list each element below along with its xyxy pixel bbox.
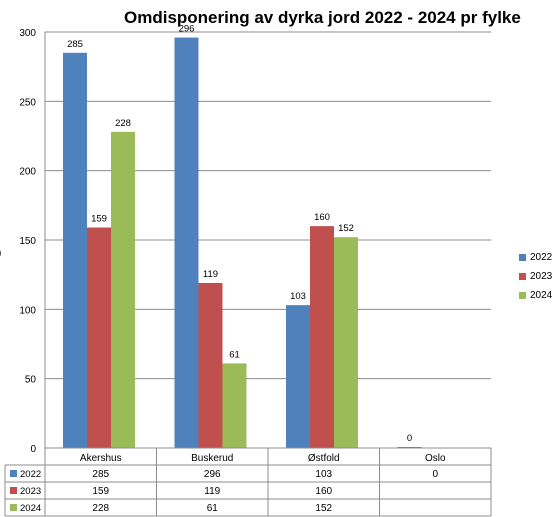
legend-swatch: [519, 273, 526, 280]
table-series-name: 2024: [20, 503, 41, 514]
category-label: Oslo: [425, 453, 446, 464]
y-tick-label: 50: [25, 375, 37, 386]
bar: [198, 282, 223, 448]
table-legend-swatch: [10, 504, 17, 511]
table-series-name: 2023: [20, 486, 41, 497]
table-cell: 296: [204, 469, 221, 480]
data-table: Akershus Buskerud Østfold Oslo 2022 285 296 103…: [4, 447, 492, 517]
y-tick-label: 100: [19, 305, 36, 316]
table-series-name: 2022: [20, 469, 41, 480]
bar: [63, 52, 87, 449]
table-legend-swatch: [10, 487, 17, 494]
data-label: 159: [91, 214, 107, 225]
data-label: 228: [115, 118, 131, 129]
table-cell: 160: [315, 486, 332, 497]
table-cell: 103: [315, 469, 332, 480]
y-tick-label: 150: [19, 236, 36, 247]
bar: [87, 227, 111, 448]
chart-title: Omdisponering av dyrka jord 2022 - 2024 …: [124, 8, 521, 27]
legend-swatch: [519, 292, 526, 299]
data-label: 61: [229, 349, 240, 360]
legend: 2022 2023 2024: [519, 248, 552, 305]
data-label: 160: [314, 212, 330, 223]
data-label: 103: [290, 291, 306, 302]
data-label: 296: [179, 24, 195, 35]
data-labels: 285 296 103 0 159 119 160 228 61 152: [67, 24, 412, 444]
table-cell: 159: [92, 486, 109, 497]
table-cell: 152: [315, 503, 332, 514]
bar: [174, 37, 199, 449]
y-tick-label: 250: [19, 97, 36, 108]
bar: [111, 131, 135, 448]
y-tick-label: 0: [30, 444, 36, 455]
bar: [334, 237, 358, 448]
data-label: 0: [407, 433, 412, 444]
table-cell: 228: [92, 503, 109, 514]
bar: [310, 226, 334, 448]
legend-swatch: [519, 254, 526, 261]
legend-label: 2022: [530, 252, 553, 263]
legend-item: 2023: [519, 267, 552, 286]
legend-label: 2023: [530, 271, 553, 282]
category-label: Østfold: [308, 453, 340, 464]
table-cell: 61: [207, 503, 219, 514]
data-label: 119: [203, 269, 218, 280]
table-cell: 0: [432, 469, 438, 480]
clipped-axis-title-mark: ): [0, 248, 1, 259]
data-label: 285: [67, 39, 83, 50]
table-cell: 119: [204, 486, 220, 497]
legend-label: 2024: [530, 290, 553, 301]
table-cell: 285: [92, 469, 109, 480]
bar: [222, 363, 247, 448]
legend-item: 2024: [519, 286, 552, 305]
y-tick-label: 200: [19, 167, 36, 178]
category-label: Buskerud: [191, 453, 233, 464]
y-axis: 0 50 100 150 200 250 300: [19, 28, 46, 455]
bars: [63, 37, 422, 449]
bar: [286, 305, 310, 448]
category-label: Akershus: [80, 453, 122, 464]
table-legend-swatch: [10, 470, 17, 477]
data-label: 152: [338, 223, 354, 234]
y-tick-label: 300: [19, 28, 36, 39]
legend-item: 2022: [519, 248, 552, 267]
